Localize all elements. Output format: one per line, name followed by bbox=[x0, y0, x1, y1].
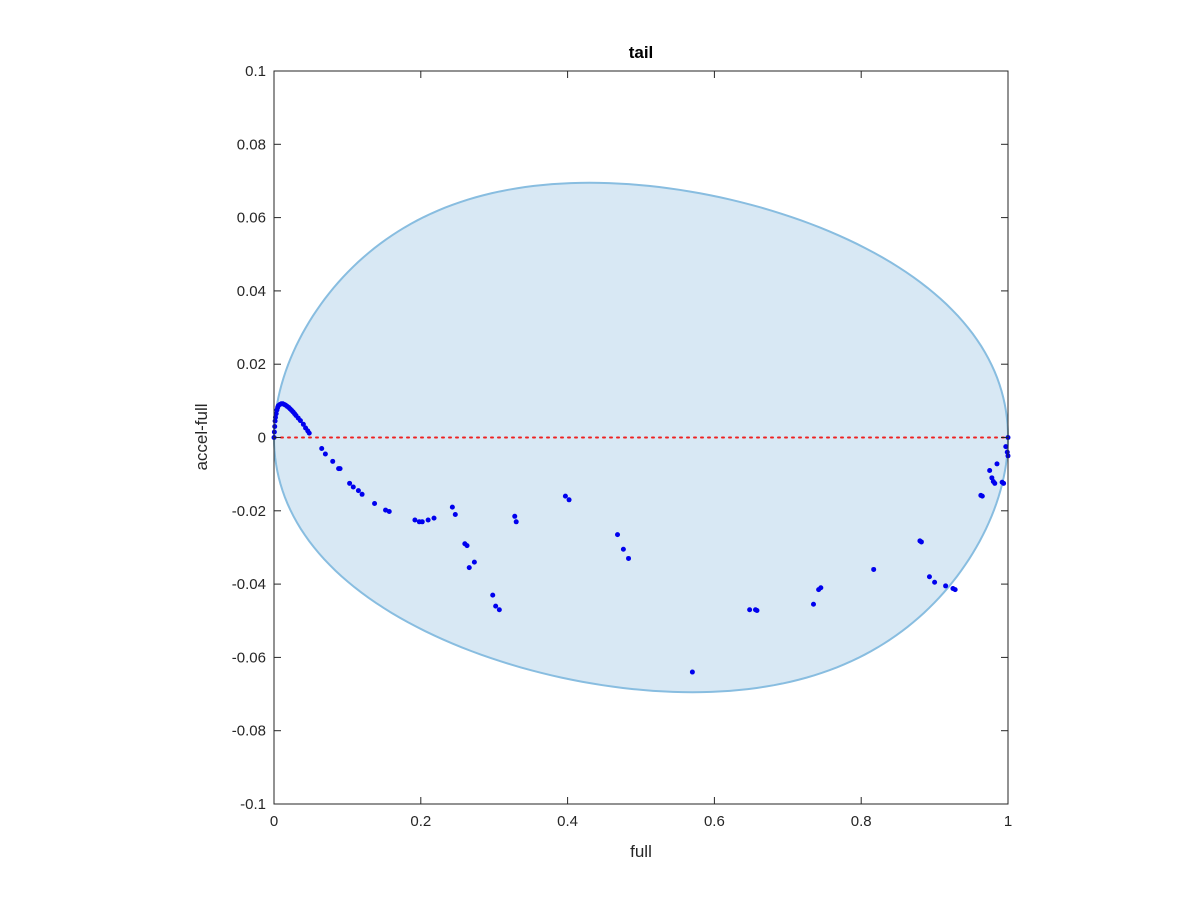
x-tick-label: 0.4 bbox=[557, 813, 578, 830]
y-tick-label: 0.04 bbox=[237, 283, 266, 300]
data-point bbox=[490, 592, 496, 598]
data-point bbox=[419, 519, 425, 525]
data-point bbox=[300, 421, 306, 427]
data-point bbox=[926, 574, 932, 580]
data-point bbox=[386, 509, 392, 515]
data-point bbox=[350, 484, 356, 490]
data-point bbox=[918, 539, 924, 545]
data-point bbox=[306, 430, 312, 436]
data-point bbox=[979, 493, 985, 499]
y-tick-label: -0.02 bbox=[232, 503, 266, 520]
y-tick-label: 0.02 bbox=[237, 356, 266, 373]
data-point bbox=[449, 504, 455, 510]
data-point bbox=[464, 543, 470, 549]
data-point bbox=[689, 669, 695, 675]
x-tick-label: 0.2 bbox=[410, 813, 431, 830]
data-point bbox=[871, 566, 877, 572]
data-point bbox=[952, 587, 958, 593]
data-point bbox=[810, 601, 816, 607]
data-point bbox=[330, 458, 336, 464]
data-point bbox=[496, 607, 502, 613]
data-point bbox=[372, 500, 378, 506]
data-point bbox=[493, 603, 499, 609]
data-point bbox=[1003, 444, 1009, 450]
data-point bbox=[754, 607, 760, 613]
y-tick-label: -0.04 bbox=[232, 576, 266, 593]
data-point bbox=[347, 480, 353, 486]
data-point bbox=[615, 532, 621, 538]
data-point bbox=[319, 445, 325, 451]
data-point bbox=[932, 579, 938, 585]
y-tick-label: -0.06 bbox=[232, 649, 266, 666]
y-tick-label: 0 bbox=[258, 430, 266, 447]
data-point bbox=[987, 467, 993, 473]
data-point bbox=[355, 488, 361, 494]
data-point bbox=[466, 565, 472, 571]
data-point bbox=[512, 513, 518, 519]
data-point bbox=[412, 517, 418, 523]
plot-axes bbox=[273, 70, 1009, 805]
data-point bbox=[359, 491, 365, 497]
x-tick-label: 0 bbox=[270, 813, 278, 830]
data-point bbox=[747, 607, 753, 613]
chart-title: tail bbox=[629, 43, 654, 62]
data-point bbox=[471, 559, 477, 565]
data-point bbox=[297, 418, 303, 424]
y-tick-label: -0.1 bbox=[240, 796, 266, 813]
data-point bbox=[626, 555, 632, 561]
y-axis-label: accel-full bbox=[192, 403, 211, 470]
data-point bbox=[337, 466, 343, 472]
y-tick-label: -0.08 bbox=[232, 723, 266, 740]
y-tick-label: 0.08 bbox=[237, 136, 266, 153]
x-tick-label: 0.6 bbox=[704, 813, 725, 830]
data-point bbox=[994, 461, 1000, 467]
y-tick-label: 0.06 bbox=[237, 210, 266, 227]
data-point bbox=[566, 497, 572, 503]
data-point bbox=[818, 585, 824, 591]
x-tick-label: 1 bbox=[1004, 813, 1012, 830]
data-point bbox=[425, 517, 431, 523]
data-point bbox=[452, 511, 458, 517]
x-axis-label: full bbox=[630, 842, 652, 861]
data-point bbox=[431, 515, 437, 521]
data-point bbox=[272, 424, 278, 430]
data-point bbox=[1001, 480, 1007, 486]
data-point bbox=[943, 583, 949, 589]
tick-labels: 0 0.2 0.4 0.6 0.8 1 0.1 0.08 0.06 0.04 0.02 0 -0.02 -… bbox=[232, 63, 1012, 830]
data-point bbox=[992, 480, 998, 486]
data-point bbox=[620, 546, 626, 552]
data-point bbox=[562, 493, 568, 499]
data-point bbox=[513, 519, 519, 525]
data-point bbox=[322, 451, 328, 457]
y-tick-label: 0.1 bbox=[245, 63, 266, 80]
x-tick-label: 0.8 bbox=[851, 813, 872, 830]
